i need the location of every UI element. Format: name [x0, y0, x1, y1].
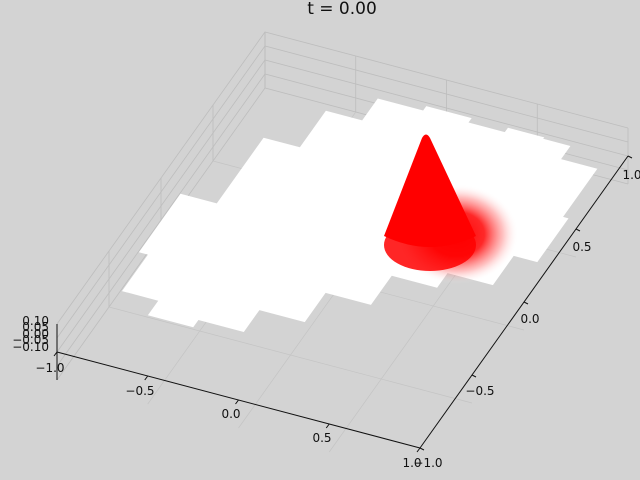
peak-cone: [384, 134, 476, 247]
surface: [121, 98, 598, 332]
peak-base: [384, 219, 476, 271]
y-tick: [627, 155, 633, 159]
x-tick-label: 1.0: [402, 456, 421, 470]
y-tick: [575, 228, 581, 232]
x-tick: [325, 423, 330, 429]
z-tick-label: −0.05: [12, 333, 49, 347]
x-tick: [144, 375, 149, 381]
axes: −1.0−0.50.00.51.0−1.0−0.50.00.51.0−0.10−…: [12, 155, 640, 470]
y-tick: [471, 374, 477, 378]
z-tick-label: 0.10: [22, 314, 49, 328]
y-tick-label: 1.0: [622, 168, 640, 182]
x-tick-label: −0.5: [125, 384, 154, 398]
y-tick-label: −1.0: [413, 456, 442, 470]
x-tick-label: −1.0: [35, 361, 64, 375]
x-tick-label: 0.5: [312, 431, 331, 445]
y-tick-label: −0.5: [465, 384, 494, 398]
y-tick-label: 0.0: [520, 312, 539, 326]
y-tick-label: 0.5: [572, 240, 591, 254]
y-tick: [419, 447, 425, 451]
z-tick-label: −0.10: [12, 340, 49, 354]
y-tick: [523, 301, 529, 305]
x-tick: [416, 447, 421, 453]
plot-title: t = 0.00: [307, 0, 377, 19]
surface-domain: [121, 98, 598, 332]
x-tick: [53, 351, 58, 357]
z-tick-label: 0.05: [22, 320, 49, 334]
z-tick-label: 0.00: [22, 327, 49, 341]
x-tick: [235, 399, 239, 405]
x-tick-label: 0.0: [221, 407, 240, 421]
